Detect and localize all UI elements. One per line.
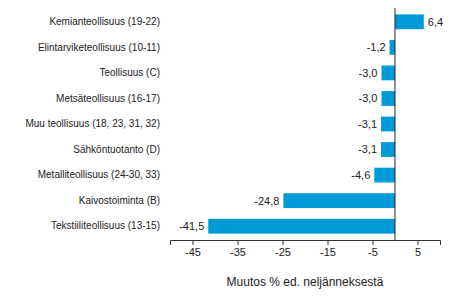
data-label: -3,0 [359, 92, 378, 104]
y-tick: Muu teollisuus (18, 23, 31, 32) [25, 118, 160, 129]
x-tick-mark [418, 240, 419, 245]
y-tick: Sähköntuotanto (D) [73, 144, 160, 155]
x-axis-title: Muutos % ed. neljänneksestä [227, 275, 384, 289]
x-tick: 5 [415, 240, 421, 258]
y-tick: Elintarviketeollisuus (10-11) [38, 42, 160, 53]
chart: -45 -35 -25 -15 -5 5 Kemianteollisuus (19-22) E… [0, 0, 454, 302]
bar [382, 91, 396, 106]
bars [208, 14, 424, 233]
bar [382, 65, 396, 80]
y-tick: Teollisuus (C) [99, 67, 160, 78]
bar [208, 219, 395, 234]
x-tick-label: 5 [415, 246, 421, 258]
x-tick-mark [193, 240, 194, 245]
x-tick: -5 [368, 240, 378, 258]
y-tick: Kaivostoiminta (B) [79, 195, 160, 206]
zero-line [395, 8, 396, 240]
category-label: Sähköntuotanto (D) [73, 144, 160, 155]
category-label: Kaivostoiminta (B) [79, 195, 160, 206]
category-label: Elintarviketeollisuus (10-11) [38, 42, 160, 53]
data-label: -41,5 [179, 220, 204, 232]
x-tick: -15 [320, 240, 336, 258]
x-tick-label: -15 [320, 246, 336, 258]
x-tick-mark [328, 240, 329, 245]
y-tick: Kemianteollisuus (19-22) [49, 16, 160, 27]
y-tick: Metsäteollisuus (16-17) [56, 93, 160, 104]
x-tick-label: -35 [230, 246, 246, 258]
bar [390, 40, 395, 55]
category-label: Muu teollisuus (18, 23, 31, 32) [25, 118, 160, 129]
x-tick-mark [238, 240, 239, 245]
data-label: 6,4 [428, 16, 443, 28]
y-tick: Metalliteollisuus (24-30, 33) [38, 169, 160, 180]
y-tick: Tekstiiliteollisuus (13-15) [51, 220, 160, 231]
bar [381, 117, 395, 132]
bar [374, 168, 395, 183]
category-label: Metsäteollisuus (16-17) [56, 93, 160, 104]
category-label: Metalliteollisuus (24-30, 33) [38, 169, 160, 180]
data-label: -3,1 [358, 118, 377, 130]
plot: -45 -35 -25 -15 -5 5 Kemianteollisuus (19-22) E… [25, 8, 443, 258]
x-tick-label: -45 [185, 246, 201, 258]
x-tick: -45 [185, 240, 201, 258]
x-tick: -35 [230, 240, 246, 258]
x-axis: -45 -35 -25 -15 -5 5 [171, 240, 441, 258]
data-label: -24,8 [254, 195, 279, 207]
x-tick-mark [373, 240, 374, 245]
bar [395, 14, 424, 29]
bar [283, 193, 395, 208]
data-labels: 6,4 -1,2 -3,0 -3,0 -3,1 -3,1 -4,6 -24,8 -41,5 [179, 16, 443, 232]
x-tick: -25 [275, 240, 291, 258]
bar [381, 142, 395, 157]
category-label: Tekstiiliteollisuus (13-15) [51, 220, 160, 231]
data-label: -3,1 [358, 143, 377, 155]
data-label: -3,0 [359, 67, 378, 79]
x-axis-line [171, 241, 441, 246]
x-tick-label: -5 [368, 246, 378, 258]
data-label: -1,2 [367, 41, 386, 53]
x-tick-label: -25 [275, 246, 291, 258]
category-label: Teollisuus (C) [99, 67, 160, 78]
data-label: -4,6 [351, 169, 370, 181]
category-label: Kemianteollisuus (19-22) [49, 16, 160, 27]
y-axis: Kemianteollisuus (19-22) Elintarviketeoll… [25, 16, 160, 231]
x-tick-mark [283, 240, 284, 245]
